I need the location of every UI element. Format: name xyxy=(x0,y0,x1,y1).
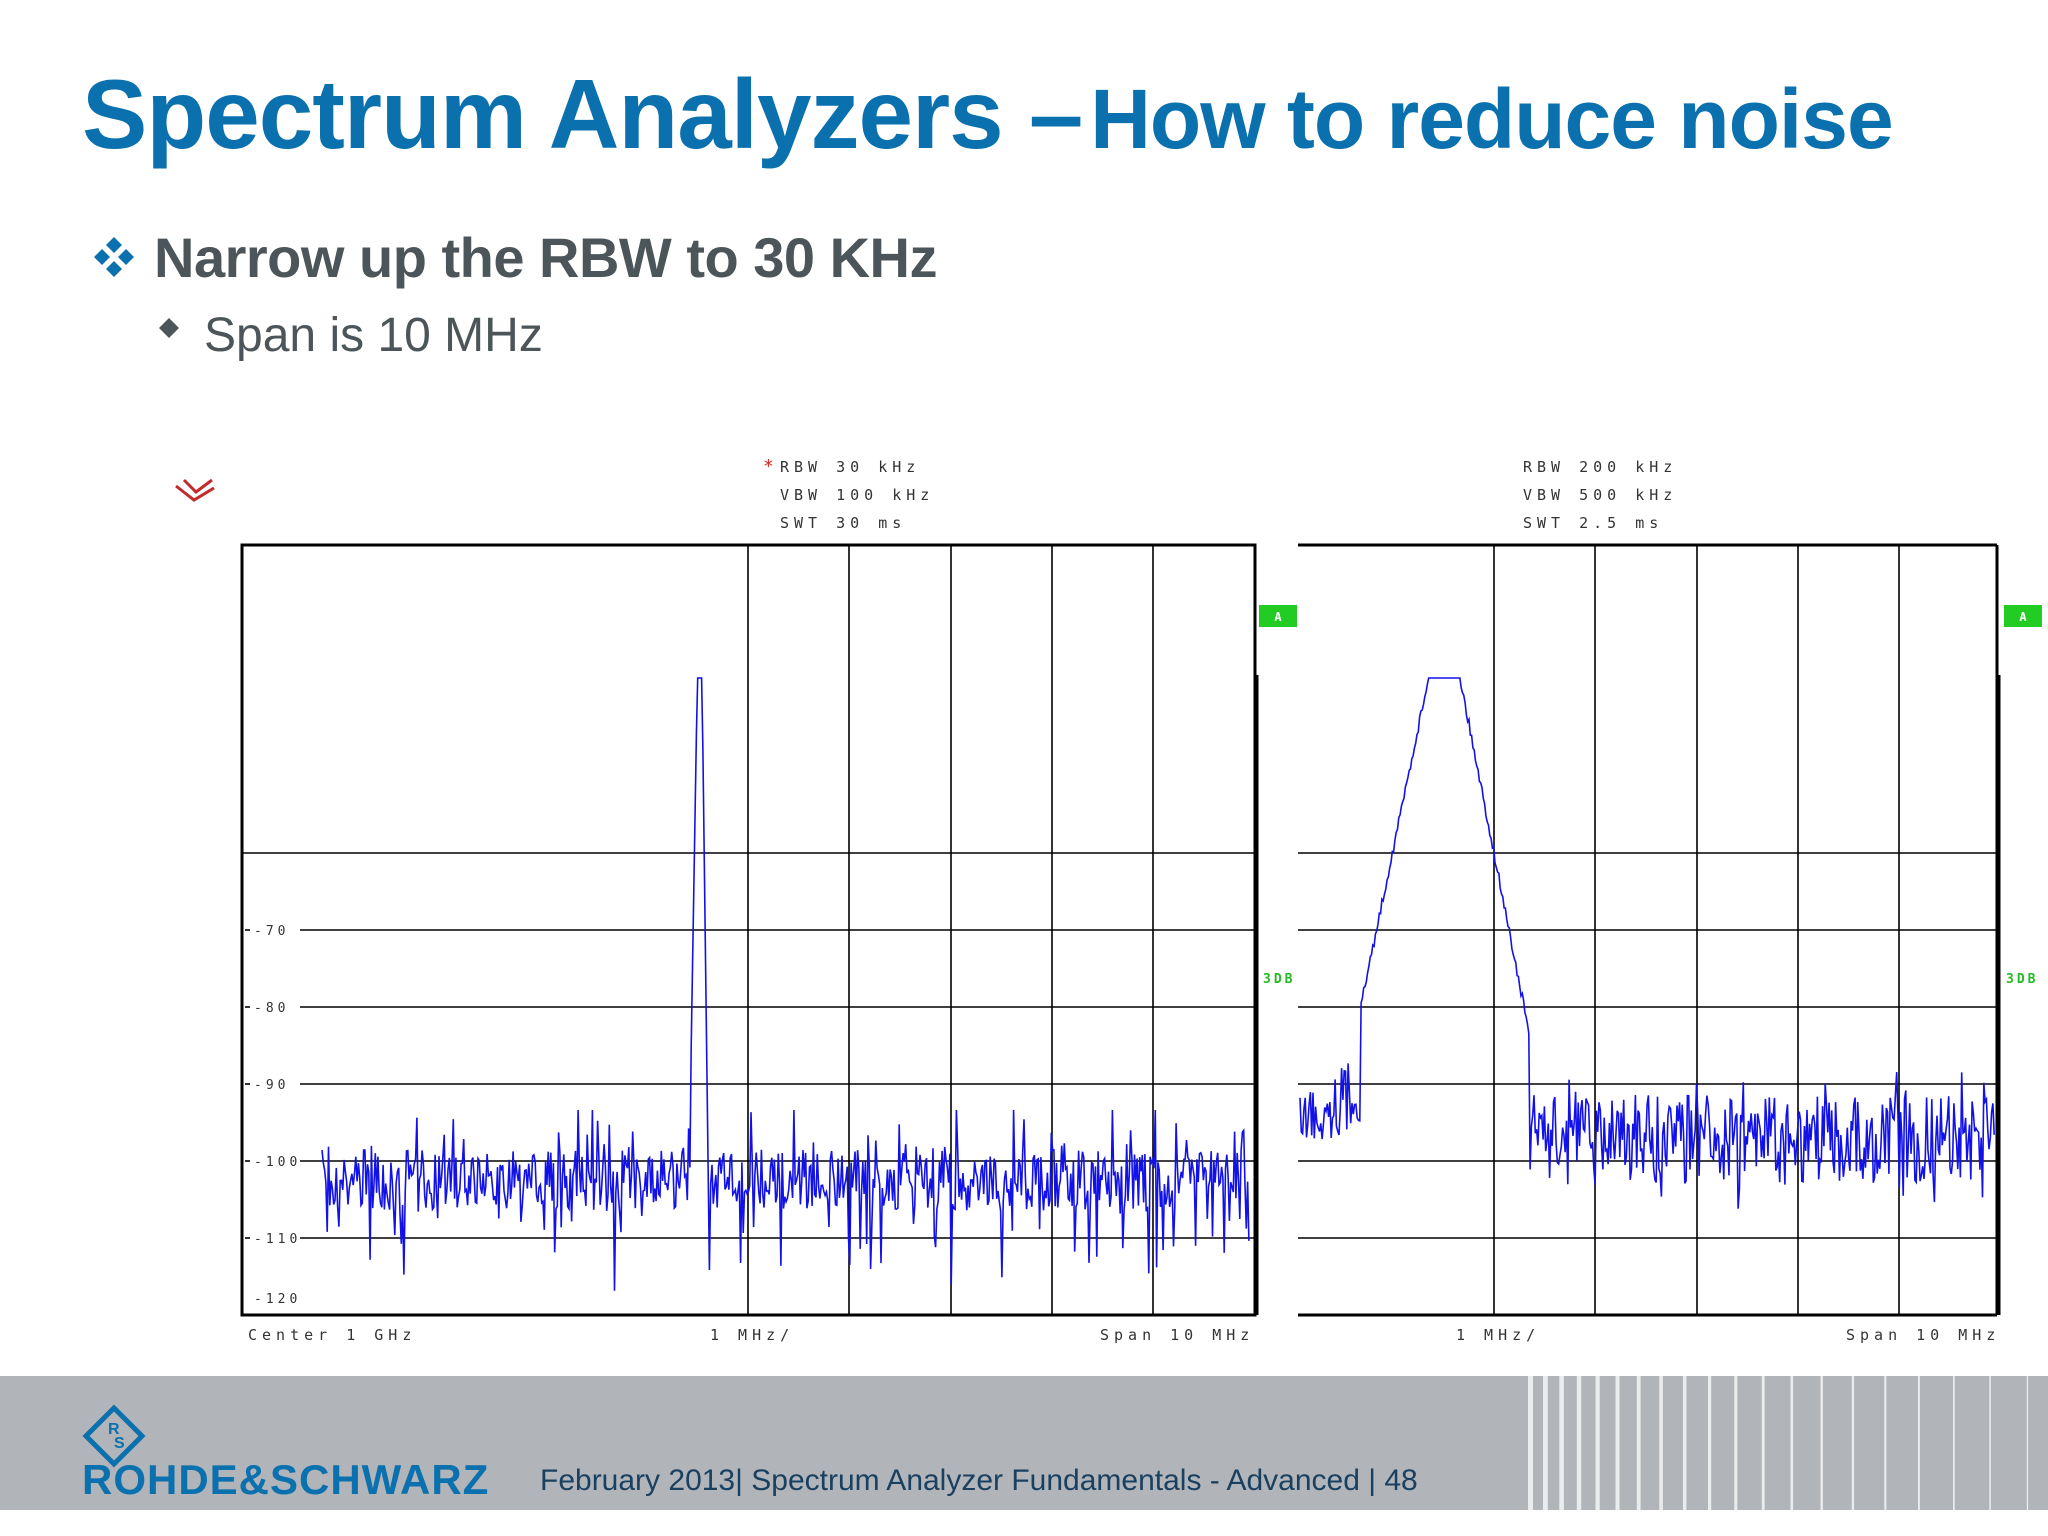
left-ytick-0: -70 xyxy=(254,924,289,939)
left-rbw-label: RBW 30 kHz xyxy=(780,458,920,476)
right-vbw-label: VBW 500 kHz xyxy=(1523,486,1677,504)
svg-text:R: R xyxy=(108,1421,120,1438)
right-ref-badge: 3DB xyxy=(2006,972,2038,987)
slide-title-main: Spectrum Analyzers – xyxy=(82,59,1083,169)
bullet-main: Narrow up the RBW to 30 KHz xyxy=(92,222,937,292)
left-ytick-1: -80 xyxy=(254,1001,289,1016)
left-trace-badge: A xyxy=(1259,605,1297,627)
right-div-label: 1 MHz/ xyxy=(1456,1326,1540,1344)
right-trace-badge: A xyxy=(2004,605,2042,627)
spectrum-screenshots: * RBW 30 kHz VBW 100 kHz SWT 30 ms xyxy=(175,456,2042,1344)
svg-text:S: S xyxy=(114,1435,125,1452)
right-spectrum-trace xyxy=(1299,677,1995,1209)
analyzer-logo-icon xyxy=(175,478,215,502)
footer-barcode-decoration xyxy=(1528,1376,2029,1510)
bullet-sub: Span is 10 MHz xyxy=(158,305,543,365)
rohde-schwarz-logo-icon: R S xyxy=(82,1404,146,1468)
right-grid xyxy=(1298,543,1999,1317)
left-vbw-label: VBW 100 kHz xyxy=(780,486,934,504)
brand-name: ROHDE&SCHWARZ xyxy=(82,1456,490,1503)
slide-title-sub: How to reduce noise xyxy=(1090,72,1893,166)
right-span-label: Span 10 MHz xyxy=(1846,1326,2000,1344)
left-center-label: Center 1 GHz xyxy=(248,1326,416,1344)
left-ytick-2: -90 xyxy=(254,1078,289,1093)
bullet-sub-text: Span is 10 MHz xyxy=(204,308,543,362)
left-div-label: 1 MHz/ xyxy=(710,1326,794,1344)
slide-title: Spectrum Analyzers – How to reduce noise xyxy=(82,58,1894,171)
right-rbw-label: RBW 200 kHz xyxy=(1523,458,1677,476)
right-swt-label: SWT 2.5 ms xyxy=(1523,514,1663,532)
left-trace-badge-label: A xyxy=(1274,610,1282,624)
left-ref-badge: 3DB xyxy=(1263,972,1295,987)
footer-meta: February 2013| Spectrum Analyzer Fundame… xyxy=(540,1464,1418,1497)
left-ytick-4: -110 xyxy=(254,1232,301,1247)
diamond-bullet-icon xyxy=(159,318,179,338)
left-spectrum-trace xyxy=(321,677,1250,1291)
footer: R S ROHDE&SCHWARZ February 2013| Spectru… xyxy=(0,1376,2048,1510)
rbw-marker: * xyxy=(763,456,779,477)
bullet-main-text: Narrow up the RBW to 30 KHz xyxy=(154,225,937,289)
left-swt-label: SWT 30 ms xyxy=(780,514,906,532)
four-diamond-bullet-icon xyxy=(94,237,134,277)
left-grid xyxy=(240,543,1257,1317)
right-trace-badge-label: A xyxy=(2019,610,2027,624)
left-ytick-3: -100 xyxy=(254,1155,301,1170)
left-ytick-5: -120 xyxy=(254,1292,301,1307)
left-span-label: Span 10 MHz xyxy=(1100,1326,1254,1344)
